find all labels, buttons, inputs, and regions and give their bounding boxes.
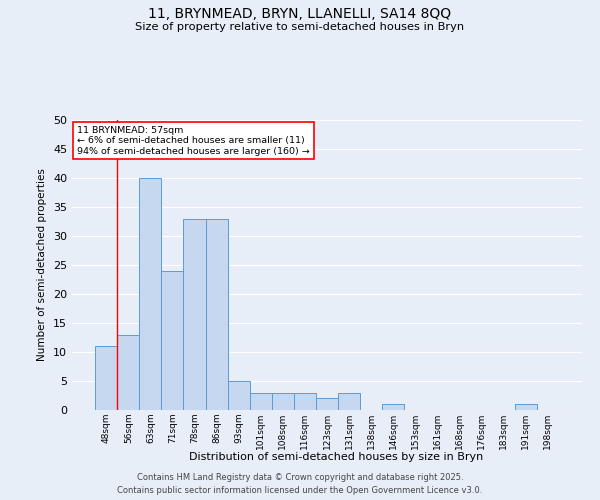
Text: Size of property relative to semi-detached houses in Bryn: Size of property relative to semi-detach…: [136, 22, 464, 32]
Bar: [272, 392, 294, 410]
Bar: [184, 218, 206, 410]
Bar: [161, 271, 184, 410]
Bar: [139, 178, 161, 410]
Text: Distribution of semi-detached houses by size in Bryn: Distribution of semi-detached houses by …: [189, 452, 483, 462]
Text: 11, BRYNMEAD, BRYN, LLANELLI, SA14 8QQ: 11, BRYNMEAD, BRYN, LLANELLI, SA14 8QQ: [148, 8, 452, 22]
Text: 11 BRYNMEAD: 57sqm
← 6% of semi-detached houses are smaller (11)
94% of semi-det: 11 BRYNMEAD: 57sqm ← 6% of semi-detached…: [77, 126, 310, 156]
Bar: [95, 346, 117, 410]
Y-axis label: Number of semi-detached properties: Number of semi-detached properties: [37, 168, 47, 362]
Bar: [250, 392, 272, 410]
Bar: [338, 392, 360, 410]
Text: Contains HM Land Registry data © Crown copyright and database right 2025.
Contai: Contains HM Land Registry data © Crown c…: [118, 474, 482, 495]
Bar: [227, 381, 250, 410]
Bar: [515, 404, 537, 410]
Bar: [382, 404, 404, 410]
Bar: [294, 392, 316, 410]
Bar: [117, 334, 139, 410]
Bar: [206, 218, 227, 410]
Bar: [316, 398, 338, 410]
